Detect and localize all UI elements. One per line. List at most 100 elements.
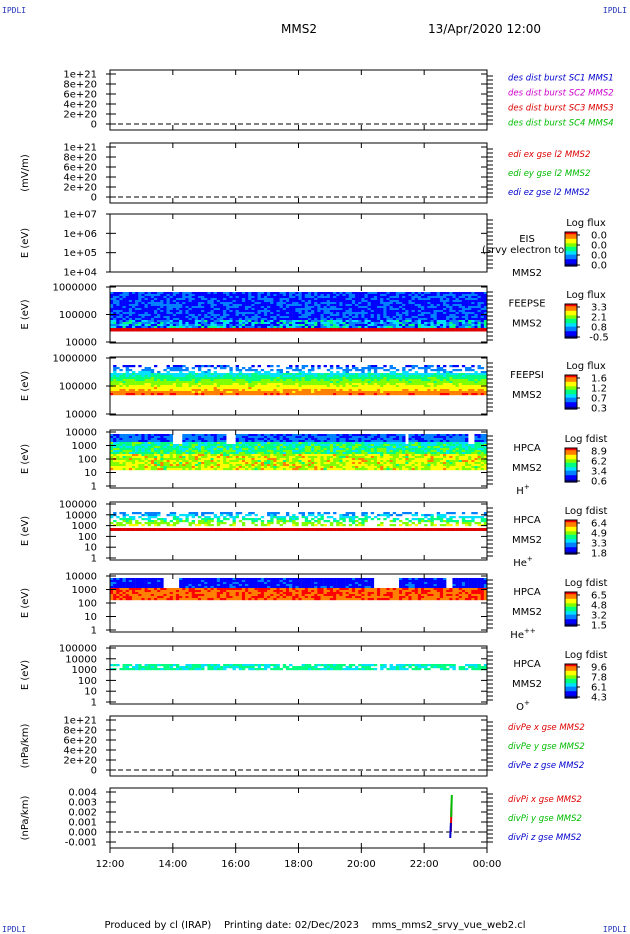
spectro-cell xyxy=(175,306,180,309)
spectro-cell xyxy=(119,377,123,380)
spectro-cell xyxy=(260,296,265,299)
spectro-cell xyxy=(238,306,243,309)
spectro-cell xyxy=(128,389,133,392)
spectro-cell xyxy=(383,304,387,307)
spectro-cell xyxy=(361,318,365,321)
spectro-cell xyxy=(370,296,375,299)
spectro-cell xyxy=(304,314,309,317)
spectro-cell xyxy=(110,292,114,295)
spectro-cell xyxy=(289,306,293,309)
spectro-cell xyxy=(307,316,312,319)
spectro-cell xyxy=(216,393,221,396)
spectro-cell xyxy=(144,312,148,315)
spectro-cell xyxy=(157,326,161,329)
spectro-cell xyxy=(254,292,258,295)
spectro-cell xyxy=(235,385,240,388)
spectro-cell xyxy=(339,385,343,388)
spectro-cell xyxy=(141,371,145,374)
spectro-cell xyxy=(386,324,390,327)
instrument-subtitle: (srvy electron to xyxy=(482,245,564,256)
spectro-cell xyxy=(226,466,230,469)
spectro-cell xyxy=(157,393,161,396)
spectro-cell xyxy=(166,464,170,467)
spectro-cell xyxy=(414,298,419,301)
spectro-cell xyxy=(194,373,199,376)
spectro-cell xyxy=(458,322,463,325)
spectro-cell xyxy=(135,452,139,455)
spectro-cell xyxy=(188,322,192,325)
spectro-cell xyxy=(301,324,305,327)
spectro-cell xyxy=(430,369,434,372)
spectro-cell xyxy=(383,369,387,372)
spectro-cell xyxy=(430,383,434,386)
spectro-cell xyxy=(153,438,158,441)
spectro-cell xyxy=(125,379,130,382)
spectro-cell xyxy=(458,375,463,378)
spectro-cell xyxy=(361,294,365,297)
spectro-cell xyxy=(351,320,356,323)
spectro-cell xyxy=(408,294,412,297)
spectro-cell xyxy=(213,302,218,305)
spectro-cell xyxy=(333,377,337,380)
spectro-cell xyxy=(122,456,126,459)
spectro-cell xyxy=(204,456,208,459)
spectro-cell xyxy=(317,312,321,315)
spectro-cell xyxy=(358,377,362,380)
spectro-cell xyxy=(458,310,463,313)
spectro-cell xyxy=(150,320,155,323)
spectro-cell xyxy=(213,391,218,394)
spectro-cell xyxy=(131,314,136,317)
spectro-cell xyxy=(213,326,218,329)
spectro-cell xyxy=(307,373,312,376)
spectro-cell xyxy=(219,452,224,455)
spectro-cell xyxy=(285,312,290,315)
spectro-cell xyxy=(141,387,145,390)
colorbar-frame xyxy=(564,303,578,339)
spectro-cell xyxy=(483,302,488,305)
spectro-cell xyxy=(138,314,142,317)
spectro-cell xyxy=(395,328,400,332)
spectro-cell xyxy=(119,446,123,449)
spectro-cell xyxy=(216,292,221,295)
spectro-cell xyxy=(179,302,183,305)
spectro-cell xyxy=(153,308,158,311)
spectro-cell xyxy=(185,310,189,313)
spectro-cell xyxy=(474,308,478,311)
spectro-cell xyxy=(458,296,463,299)
spectro-cell xyxy=(201,452,205,455)
spectro-cell xyxy=(153,326,158,329)
spectro-cell xyxy=(147,320,152,323)
spectro-cell xyxy=(251,468,255,471)
spectro-cell xyxy=(263,312,268,315)
spectro-cell xyxy=(367,308,371,311)
spectro-cell xyxy=(128,381,133,384)
spectro-cell xyxy=(314,322,318,325)
spectro-cell xyxy=(298,387,302,390)
spectro-cell xyxy=(260,300,265,303)
spectro-cell xyxy=(430,320,434,323)
spectro-cell xyxy=(110,373,114,376)
spectro-cell xyxy=(468,373,472,376)
spectro-cell xyxy=(282,393,287,396)
spectro-cell xyxy=(389,292,393,295)
spectro-cell xyxy=(251,393,255,396)
spectro-cell xyxy=(157,320,161,323)
spectro-cell xyxy=(141,456,145,459)
spectro-cell xyxy=(175,377,180,380)
spectro-cell xyxy=(210,450,214,453)
spectro-cell xyxy=(373,312,378,315)
spectro-cell xyxy=(213,442,218,445)
spectro-cell xyxy=(449,373,453,376)
spectro-cell xyxy=(279,292,283,295)
spectro-cell xyxy=(342,302,346,305)
spectro-cell xyxy=(270,302,274,305)
spectro-cell xyxy=(119,391,123,394)
spectro-cell xyxy=(455,379,459,382)
spectro-cell xyxy=(204,306,208,309)
spectro-cell xyxy=(342,379,346,382)
spectro-cell xyxy=(307,322,312,325)
spectro-cell xyxy=(128,373,133,376)
spectro-cell xyxy=(317,328,321,332)
spectro-cell xyxy=(439,312,444,315)
spectro-cell xyxy=(197,385,202,388)
